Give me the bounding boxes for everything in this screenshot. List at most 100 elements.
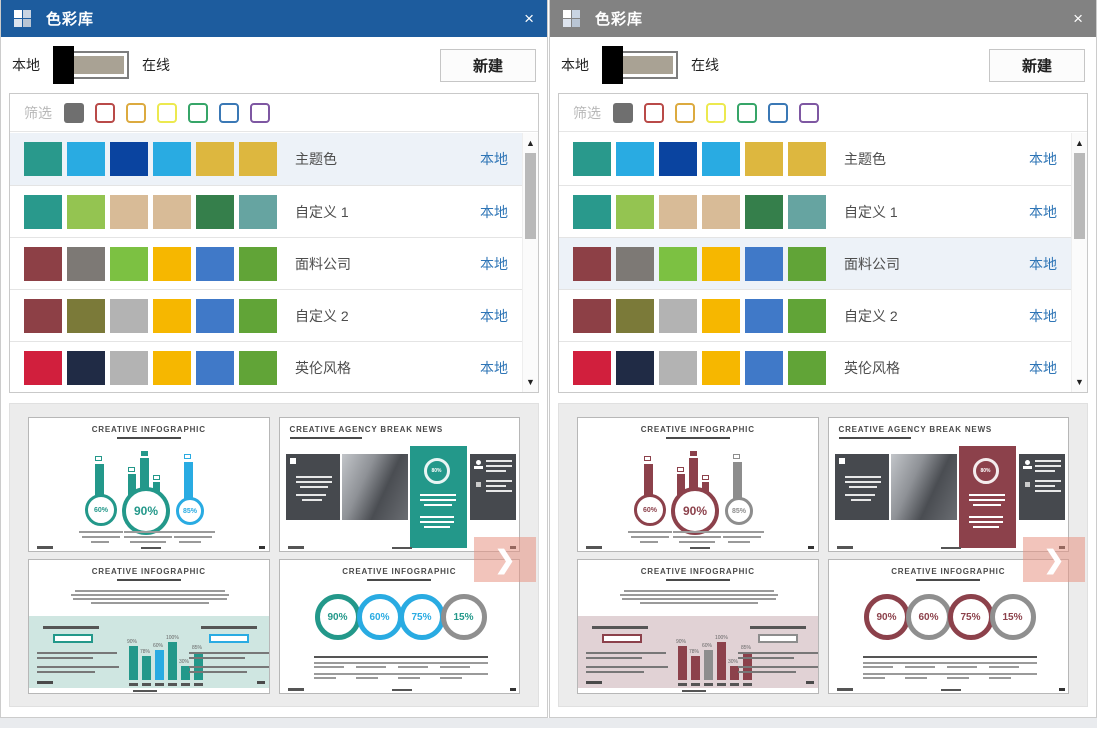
palette-name: 主题色 (844, 151, 886, 167)
palette-swatches (24, 350, 277, 385)
filter-color-chip[interactable] (706, 102, 726, 123)
source-toggle-row: 本地 在线 新建 (1, 37, 547, 93)
palette-row[interactable]: 面料公司 本地 (10, 237, 522, 289)
dialog-title: 色彩库 (46, 11, 95, 28)
slide-grid: CREATIVE INFOGRAPHIC 60% 90% 85% CREATIVE AG… (28, 417, 520, 694)
palette-source-link[interactable]: 本地 (1029, 307, 1057, 324)
close-icon[interactable]: × (524, 9, 534, 28)
dialog-titlebar: 色彩库 × (1, 0, 547, 37)
palette-grid-icon (14, 10, 31, 27)
palette-row[interactable]: 英伦风格 本地 (559, 341, 1071, 392)
filter-color-chip[interactable] (126, 102, 146, 123)
slide-thumbnail[interactable]: CREATIVE AGENCY BREAK NEWS 80% (827, 417, 1069, 552)
color-swatch (239, 194, 277, 229)
palette-source-link[interactable]: 本地 (1029, 255, 1057, 272)
filter-color-chip[interactable] (188, 102, 208, 123)
filter-chip-all[interactable] (613, 102, 633, 123)
color-library-dialog-active: 色彩库 × 本地 在线 新建 筛选 主题色 本地 自定义 1 本地 面料公司 本地 自定义 … (0, 0, 548, 718)
filter-color-chip[interactable] (768, 102, 788, 123)
palette-name: 面料公司 (844, 255, 900, 272)
palette-rows: 主题色 本地 自定义 1 本地 面料公司 本地 自定义 2 本地 英伦风格 本地 (10, 133, 522, 392)
color-swatch (153, 298, 191, 333)
palette-row[interactable]: 主题色 本地 (559, 133, 1071, 185)
filter-color-chip[interactable] (644, 102, 664, 123)
template-preview: CREATIVE INFOGRAPHIC 60% 90% 85% CREATIVE AG… (9, 403, 539, 707)
palette-source-link[interactable]: 本地 (1029, 203, 1057, 220)
palette-listbox: 筛选 主题色 本地 自定义 1 本地 面料公司 本地 自定义 2 本地 英伦风格 本地 ▲ ▼ (558, 93, 1088, 393)
new-palette-button[interactable]: 新建 (989, 48, 1085, 82)
color-swatch (745, 246, 783, 281)
palette-source-link[interactable]: 本地 (480, 307, 508, 324)
next-page-arrow[interactable]: ❯ (474, 537, 536, 582)
palette-row[interactable]: 自定义 1 本地 (10, 185, 522, 237)
palette-source-link[interactable]: 本地 (480, 151, 508, 167)
filter-color-chip[interactable] (799, 102, 819, 123)
toggle-knob[interactable] (53, 46, 74, 84)
scroll-thumb[interactable] (525, 153, 536, 239)
color-swatch (110, 246, 148, 281)
palette-listbox: 筛选 主题色 本地 自定义 1 本地 面料公司 本地 自定义 2 本地 英伦风格 本地 ▲ ▼ (9, 93, 539, 393)
color-swatch (659, 246, 697, 281)
palette-name: 自定义 1 (295, 203, 349, 220)
palette-source-link[interactable]: 本地 (480, 359, 508, 376)
toggle-knob[interactable] (602, 46, 623, 84)
page-background-strip (0, 718, 1097, 728)
scroll-thumb[interactable] (1074, 153, 1085, 239)
filter-color-chip[interactable] (250, 102, 270, 123)
palette-row[interactable]: 自定义 2 本地 (10, 289, 522, 341)
scrollbar[interactable]: ▲ ▼ (522, 133, 538, 392)
filter-row: 筛选 (10, 94, 538, 132)
palette-row[interactable]: 面料公司 本地 (559, 237, 1071, 289)
color-swatch (616, 350, 654, 385)
color-swatch (659, 142, 697, 176)
new-palette-button[interactable]: 新建 (440, 48, 536, 82)
color-swatch (702, 246, 740, 281)
local-label: 本地 (561, 57, 589, 73)
palette-row[interactable]: 自定义 2 本地 (559, 289, 1071, 341)
local-online-toggle[interactable] (53, 46, 129, 84)
palette-row[interactable]: 主题色 本地 (10, 133, 522, 185)
palette-source-link[interactable]: 本地 (480, 255, 508, 272)
palette-row[interactable]: 英伦风格 本地 (10, 341, 522, 392)
slide-thumbnail[interactable]: CREATIVE INFOGRAPHIC 90% 78% 60% 100% 30% 85% (28, 559, 270, 694)
color-swatch (153, 350, 191, 385)
palette-swatches (24, 194, 277, 229)
color-swatch (239, 142, 277, 176)
color-swatch (67, 194, 105, 229)
filter-color-chip[interactable] (219, 102, 239, 123)
scroll-down-icon[interactable]: ▼ (1075, 377, 1084, 387)
filter-chips (64, 102, 270, 123)
color-swatch (788, 246, 826, 281)
slide-thumbnail[interactable]: CREATIVE AGENCY BREAK NEWS 80% (278, 417, 520, 552)
color-swatch (573, 246, 611, 281)
dialog-title: 色彩库 (595, 11, 644, 28)
slide-thumbnail[interactable]: CREATIVE INFOGRAPHIC 90% 78% 60% 100% 30% 85% (577, 559, 819, 694)
color-swatch (616, 298, 654, 333)
color-swatch (659, 194, 697, 229)
scrollbar[interactable]: ▲ ▼ (1071, 133, 1087, 392)
palette-source-link[interactable]: 本地 (1029, 151, 1057, 167)
scroll-down-icon[interactable]: ▼ (526, 377, 535, 387)
filter-color-chip[interactable] (95, 102, 115, 123)
scroll-up-icon[interactable]: ▲ (526, 138, 535, 148)
palette-source-link[interactable]: 本地 (480, 203, 508, 220)
next-page-arrow[interactable]: ❯ (1023, 537, 1085, 582)
color-swatch (659, 350, 697, 385)
slide-thumbnail[interactable]: CREATIVE INFOGRAPHIC 60% 90% 85% (577, 417, 819, 552)
scroll-up-icon[interactable]: ▲ (1075, 138, 1084, 148)
filter-chip-all[interactable] (64, 102, 84, 123)
slide-thumbnail[interactable]: CREATIVE INFOGRAPHIC 60% 90% 85% (28, 417, 270, 552)
filter-color-chip[interactable] (157, 102, 177, 123)
palette-row[interactable]: 自定义 1 本地 (559, 185, 1071, 237)
color-swatch (239, 298, 277, 333)
filter-label: 筛选 (24, 104, 52, 121)
local-online-toggle[interactable] (602, 46, 678, 84)
close-icon[interactable]: × (1073, 9, 1083, 28)
palette-source-link[interactable]: 本地 (1029, 359, 1057, 376)
palette-rows: 主题色 本地 自定义 1 本地 面料公司 本地 自定义 2 本地 英伦风格 本地 (559, 133, 1071, 392)
color-swatch (573, 194, 611, 229)
slide-thumbnail[interactable]: CREATIVE INFOGRAPHIC 90% 60% 75% 15% (278, 559, 520, 694)
filter-color-chip[interactable] (675, 102, 695, 123)
color-swatch (702, 142, 740, 176)
filter-color-chip[interactable] (737, 102, 757, 123)
